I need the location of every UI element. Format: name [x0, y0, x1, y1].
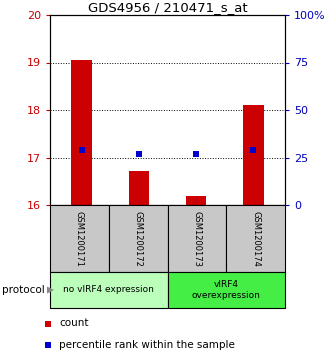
Bar	[129, 171, 149, 205]
Bar	[50, 272, 168, 308]
Polygon shape	[47, 286, 54, 294]
Text: GSM1200173: GSM1200173	[192, 211, 201, 266]
Text: protocol: protocol	[2, 285, 45, 295]
Text: percentile rank within the sample: percentile rank within the sample	[59, 339, 235, 350]
Text: GSM1200172: GSM1200172	[134, 211, 143, 266]
Text: count: count	[59, 318, 89, 329]
Bar	[168, 272, 285, 308]
Bar	[72, 60, 91, 205]
Text: GSM1200171: GSM1200171	[75, 211, 84, 266]
Bar	[168, 205, 226, 272]
Bar	[226, 205, 285, 272]
Bar	[186, 196, 206, 205]
Bar	[50, 205, 109, 272]
Text: vIRF4
overexpression: vIRF4 overexpression	[192, 280, 261, 300]
Bar	[244, 105, 264, 205]
Title: GDS4956 / 210471_s_at: GDS4956 / 210471_s_at	[88, 1, 247, 14]
Text: no vIRF4 expression: no vIRF4 expression	[63, 286, 154, 294]
Text: GSM1200174: GSM1200174	[251, 211, 260, 266]
Bar	[109, 205, 168, 272]
